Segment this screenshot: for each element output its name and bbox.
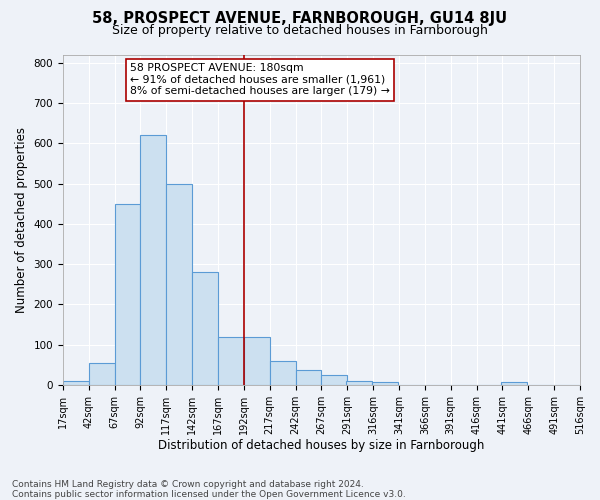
Bar — [296, 370, 322, 385]
Bar — [346, 381, 372, 385]
Bar — [218, 336, 244, 385]
Text: Contains HM Land Registry data © Crown copyright and database right 2024.
Contai: Contains HM Land Registry data © Crown c… — [12, 480, 406, 499]
Text: Size of property relative to detached houses in Farnborough: Size of property relative to detached ho… — [112, 24, 488, 37]
Bar — [270, 360, 296, 385]
Bar — [115, 204, 140, 385]
Bar — [244, 336, 270, 385]
Bar — [140, 136, 166, 385]
Text: 58 PROSPECT AVENUE: 180sqm
← 91% of detached houses are smaller (1,961)
8% of se: 58 PROSPECT AVENUE: 180sqm ← 91% of deta… — [130, 63, 390, 96]
Bar — [63, 381, 89, 385]
Text: 58, PROSPECT AVENUE, FARNBOROUGH, GU14 8JU: 58, PROSPECT AVENUE, FARNBOROUGH, GU14 8… — [92, 11, 508, 26]
Bar — [192, 272, 218, 385]
Bar — [372, 382, 398, 385]
Bar — [166, 184, 192, 385]
Bar — [322, 375, 347, 385]
X-axis label: Distribution of detached houses by size in Farnborough: Distribution of detached houses by size … — [158, 440, 485, 452]
Bar — [502, 382, 527, 385]
Y-axis label: Number of detached properties: Number of detached properties — [15, 127, 28, 313]
Bar — [89, 362, 115, 385]
